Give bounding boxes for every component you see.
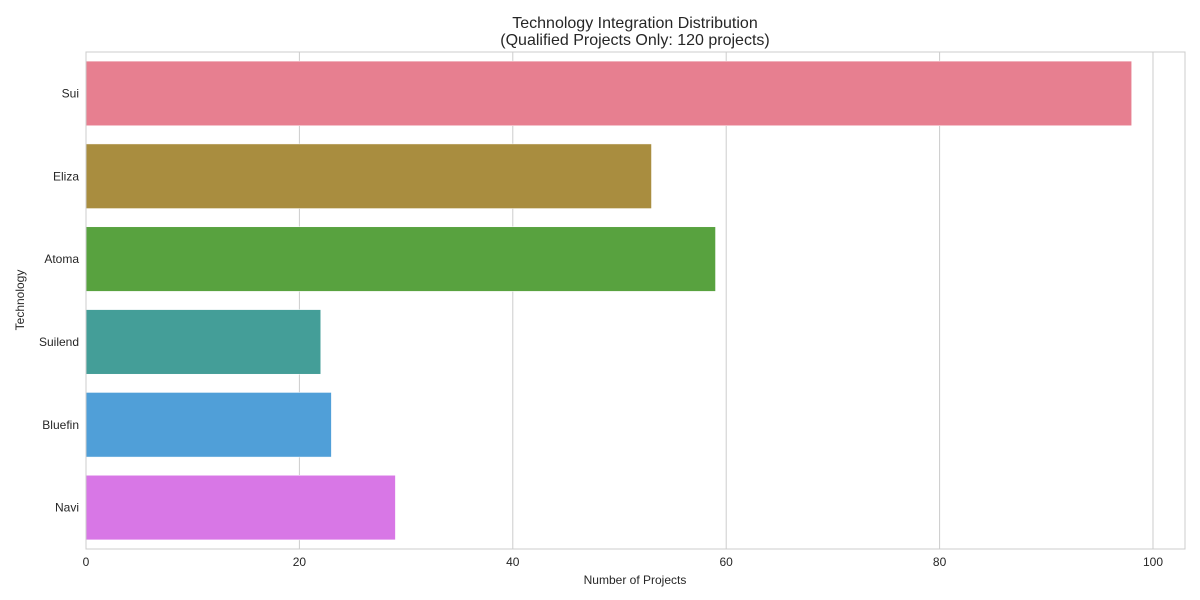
- x-tick-label: 80: [933, 555, 947, 569]
- bar-bluefin: [85, 392, 332, 458]
- bars: [85, 60, 1132, 541]
- bar-atoma: [85, 226, 716, 292]
- y-tick-label-sui: Sui: [62, 86, 79, 100]
- y-tick-label-bluefin: Bluefin: [42, 418, 79, 432]
- y-tick-label-suilend: Suilend: [39, 335, 79, 349]
- x-tick-label: 20: [293, 555, 307, 569]
- plot-frame: [85, 51, 1186, 550]
- x-tick-label: 40: [506, 555, 520, 569]
- y-tick-label-atoma: Atoma: [44, 252, 79, 266]
- x-tick-label: 60: [720, 555, 734, 569]
- bar-sui: [85, 60, 1132, 126]
- chart-title: Technology Integration Distribution: [512, 15, 757, 32]
- bar-navi: [85, 475, 396, 541]
- chart-subtitle: (Qualified Projects Only: 120 projects): [500, 32, 769, 49]
- y-tick-label-eliza: Eliza: [53, 169, 79, 183]
- y-tick-label-navi: Navi: [55, 501, 79, 515]
- bar-eliza: [85, 143, 652, 209]
- y-axis-ticks: Sui Eliza Atoma Suilend Bluefin Navi: [39, 86, 79, 514]
- x-axis-label: Number of Projects: [584, 573, 687, 587]
- y-axis-label: Technology: [13, 270, 27, 331]
- x-tick-label: 0: [83, 555, 90, 569]
- x-axis-ticks: 0 20 40 60 80 100: [83, 555, 1164, 569]
- grid-lines: [85, 52, 1154, 549]
- bar-suilend: [85, 309, 321, 375]
- x-tick-label: 100: [1143, 555, 1163, 569]
